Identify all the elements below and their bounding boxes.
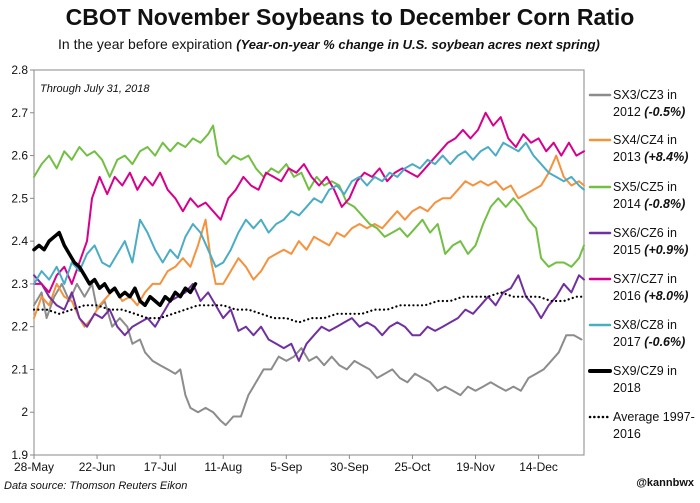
- y-tick-label: 2.2: [11, 320, 28, 334]
- legend-pct-change: (-0.8%): [641, 197, 685, 211]
- legend-pct-change: (-0.6%): [641, 335, 685, 349]
- legend-year-text: 2015: [613, 243, 641, 257]
- legend-year-7: 2018: [613, 381, 641, 395]
- y-tick-label: 1.9: [11, 448, 28, 462]
- y-tick-label: 2.8: [11, 63, 28, 77]
- legend-label-4: SX6/CZ6 in: [613, 226, 677, 240]
- chart-subtitle: In the year before expiration (Year-on-y…: [58, 36, 600, 52]
- legend-year-text: 2016: [613, 289, 641, 303]
- legend-year-text: 2012: [613, 105, 641, 119]
- x-tick-label: 30-Sep: [330, 460, 369, 474]
- series-line-6: [33, 141, 585, 285]
- chart-title: CBOT November Soybeans to December Corn …: [65, 4, 635, 30]
- legend-label-1: SX3/CZ3 in: [613, 88, 677, 102]
- series-line-3: [33, 124, 585, 268]
- y-tick-label: 2.6: [11, 149, 28, 163]
- legend-pct-change: (+0.9%): [641, 243, 689, 257]
- legend-year-text: 2016: [613, 427, 641, 441]
- y-tick-label: 2.3: [11, 277, 28, 291]
- legend-label-2: SX4/CZ4 in: [613, 133, 677, 147]
- subtitle-note: (Year-on-year % change in U.S. soybean a…: [236, 37, 600, 52]
- legend-year-3: 2014 (-0.8%): [613, 197, 685, 211]
- credit-handle: @kannbwx: [636, 477, 694, 489]
- legend-year-6: 2017 (-0.6%): [613, 335, 685, 349]
- legend-year-text: 2013: [613, 150, 641, 164]
- x-tick-label: 19-Nov: [456, 460, 495, 474]
- series-line-1: [33, 282, 583, 427]
- legend-year-text: 2018: [613, 381, 641, 395]
- legend-year-2: 2013 (+8.4%): [613, 150, 688, 164]
- series-line-7: [32, 230, 198, 308]
- legend-year-text: 2017: [613, 335, 641, 349]
- legend-label-8: Average 1997-: [613, 410, 695, 424]
- legend-year-1: 2012 (-0.5%): [613, 105, 685, 119]
- legend-label-6: SX8/CZ8 in: [613, 318, 677, 332]
- x-tick-label: 14-Dec: [519, 460, 558, 474]
- legend-label-5: SX7/CZ7 in: [613, 272, 677, 286]
- y-tick-label: 2.7: [11, 106, 28, 120]
- chart-annotation: Through July 31, 2018: [40, 83, 150, 95]
- legend-year-8: 2016: [613, 427, 641, 441]
- x-tick-label: 22-Jun: [79, 460, 116, 474]
- x-tick-label: 25-Oct: [394, 460, 431, 474]
- legend-year-5: 2016 (+8.0%): [613, 289, 688, 303]
- series-line-5: [33, 111, 585, 294]
- y-tick-label: 2: [21, 405, 28, 419]
- series-line-2: [33, 154, 585, 328]
- legend-year-text: 2014: [613, 197, 641, 211]
- x-tick-label: 17-Jul: [144, 460, 177, 474]
- y-tick-label: 2.5: [11, 191, 28, 205]
- legend-year-4: 2015 (+0.9%): [613, 243, 688, 257]
- x-tick-label: 5-Sep: [270, 460, 302, 474]
- legend-pct-change: (+8.0%): [641, 289, 689, 303]
- plot-area: [33, 69, 585, 456]
- series-line-8: [32, 291, 586, 324]
- y-tick-label: 2.1: [11, 362, 28, 376]
- series-line-4: [33, 274, 585, 362]
- legend-label-7: SX9/CZ9 in: [613, 364, 677, 378]
- data-source: Data source: Thomson Reuters Eikon: [4, 480, 188, 492]
- x-tick-label: 28-May: [14, 460, 54, 474]
- legend-label-3: SX5/CZ5 in: [613, 180, 677, 194]
- x-tick-label: 11-Aug: [204, 460, 242, 474]
- legend-pct-change: (-0.5%): [641, 105, 685, 119]
- legend-pct-change: (+8.4%): [641, 150, 689, 164]
- subtitle-text: In the year before expiration: [58, 36, 233, 52]
- y-tick-label: 2.4: [11, 234, 28, 248]
